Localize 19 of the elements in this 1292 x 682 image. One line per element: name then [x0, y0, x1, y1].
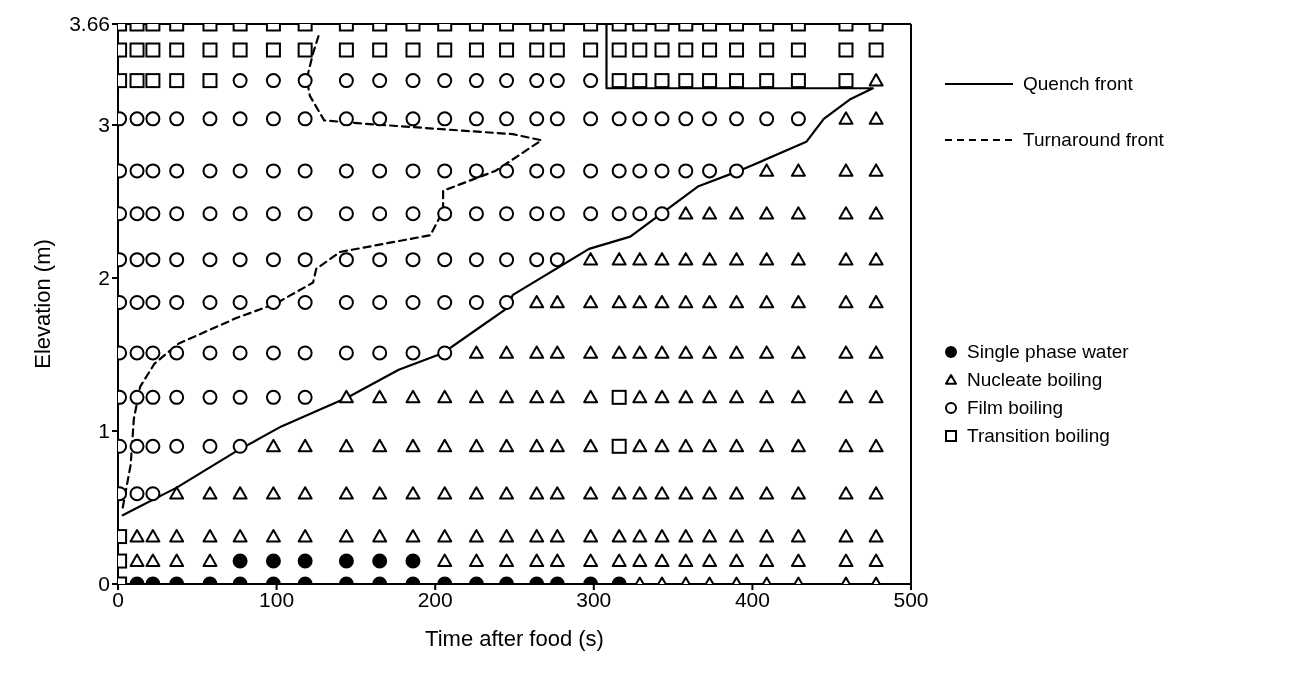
- y-tick-label: 3: [98, 113, 110, 137]
- legend-label: Single phase water: [967, 341, 1129, 363]
- legend-label: Film boiling: [967, 397, 1064, 419]
- legend-label: Quench front: [1023, 73, 1133, 95]
- legend-label: Nucleate boiling: [967, 369, 1103, 391]
- y-tick-label: 0: [98, 572, 110, 596]
- legend-label: Turnaround front: [1023, 129, 1164, 151]
- legend-label: Transition boiling: [967, 425, 1110, 447]
- x-tick-label: 500: [893, 587, 929, 611]
- x-axis-title: Time after food (s): [425, 626, 604, 651]
- y-axis-title: Elevation (m): [29, 239, 55, 369]
- x-tick-label: 100: [259, 587, 295, 611]
- x-tick-label: 200: [417, 587, 453, 611]
- y-tick-label: 2: [98, 266, 110, 290]
- x-tick-label: 300: [576, 587, 612, 611]
- x-tick-label: 400: [734, 587, 770, 611]
- line-series: [121, 32, 543, 509]
- y-tick-label: 3.66: [69, 12, 110, 36]
- y-tick-label: 1: [98, 419, 110, 443]
